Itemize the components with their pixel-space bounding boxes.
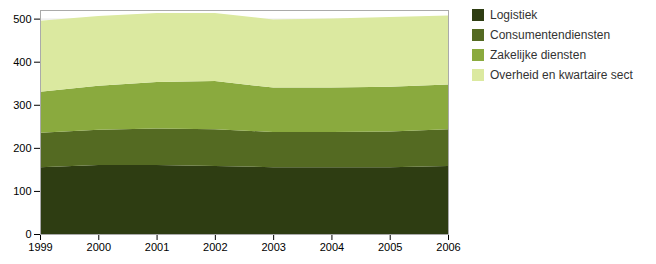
svg-text:500: 500 <box>13 13 31 25</box>
svg-text:2005: 2005 <box>378 241 402 253</box>
svg-text:2006: 2006 <box>436 241 460 253</box>
svg-text:2000: 2000 <box>87 241 111 253</box>
svg-text:1999: 1999 <box>28 241 52 253</box>
svg-text:2002: 2002 <box>203 241 227 253</box>
svg-text:0: 0 <box>25 228 31 240</box>
svg-text:2001: 2001 <box>145 241 169 253</box>
svg-text:200: 200 <box>13 142 31 154</box>
svg-text:2004: 2004 <box>320 241 344 253</box>
html-text:Logistiek: Logistiek <box>490 8 538 22</box>
svg-text:2003: 2003 <box>261 241 285 253</box>
svg-text:400: 400 <box>13 56 31 68</box>
html-text:Zakelijke diensten: Zakelijke diensten <box>490 48 587 62</box>
svg-text:100: 100 <box>13 185 31 197</box>
html-text:Overheid en kwartaire sect: Overheid en kwartaire sect <box>490 68 633 82</box>
html-text:Consumentendiensten: Consumentendiensten <box>490 28 611 42</box>
svg-text:300: 300 <box>13 99 31 111</box>
